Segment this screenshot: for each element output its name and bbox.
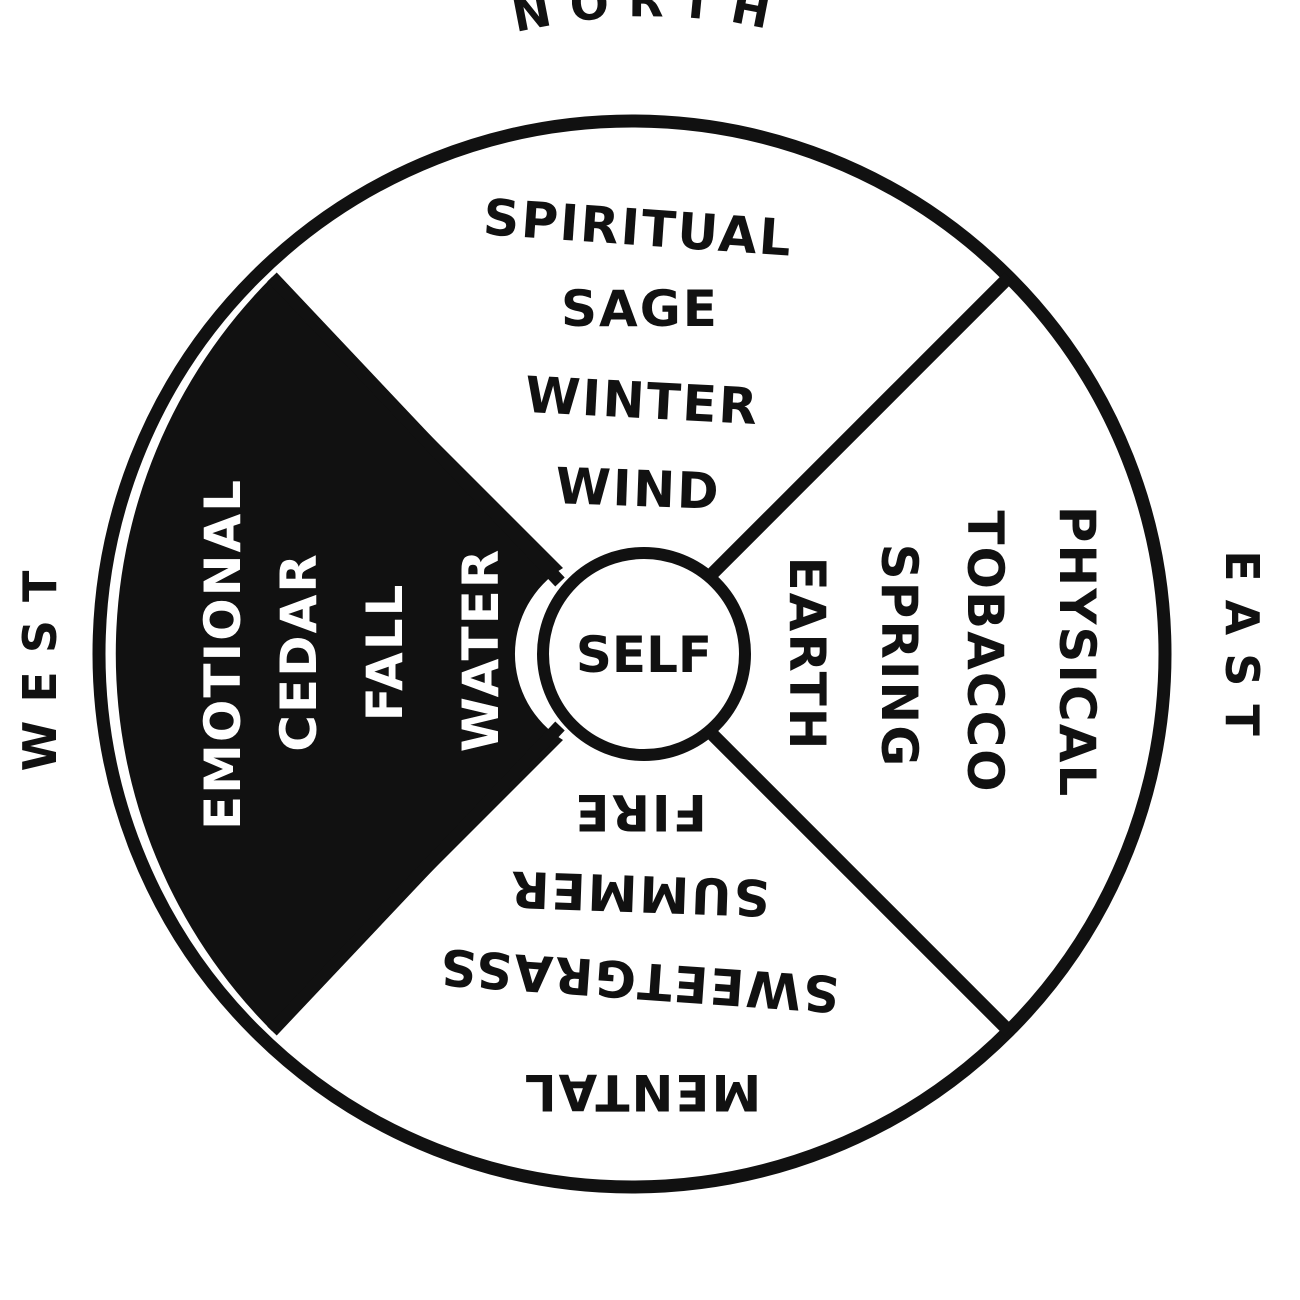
west-line-1: EMOTIONAL xyxy=(194,478,252,830)
south-quadrant-text: MENTAL SWEETGRASS SUMMER FIRE xyxy=(436,783,841,1121)
north-line-1: SPIRITUAL xyxy=(481,188,794,267)
east-quadrant-text: PHYSICAL TOBACCO SPRING EARTH xyxy=(778,506,1106,799)
east-line-1: PHYSICAL xyxy=(1048,506,1106,799)
outer-circle xyxy=(92,114,1172,1194)
divider-nw xyxy=(267,272,565,587)
direction-west: WEST xyxy=(13,553,67,772)
west-line-4: WATER xyxy=(452,548,510,752)
center-label: SELF xyxy=(576,626,712,684)
west-line-2: CEDAR xyxy=(270,552,328,752)
north-line-2: SAGE xyxy=(561,280,719,338)
south-line-3: SUMMER xyxy=(508,859,771,926)
divider-sw xyxy=(267,721,565,1036)
south-line-4: FIRE xyxy=(573,783,706,841)
west-line-3: FALL xyxy=(356,583,414,722)
direction-east: EAST xyxy=(1215,550,1269,754)
east-line-2: TOBACCO xyxy=(956,510,1014,793)
east-line-3: SPRING xyxy=(870,544,928,769)
north-quadrant-text: SPIRITUAL SAGE WINTER WIND xyxy=(481,188,794,521)
east-line-4: EARTH xyxy=(778,556,836,751)
center-circle xyxy=(537,547,751,761)
divider-se xyxy=(699,721,1014,1036)
direction-north: NORTH xyxy=(507,0,792,43)
south-line-1: MENTAL xyxy=(523,1063,762,1121)
south-line-2: SWEETGRASS xyxy=(436,937,841,1023)
divider-ne xyxy=(699,272,1014,587)
west-quadrant-text: EMOTIONAL CEDAR FALL WATER xyxy=(194,478,510,830)
north-line-3: WINTER xyxy=(524,366,761,436)
north-line-4: WIND xyxy=(555,457,722,521)
